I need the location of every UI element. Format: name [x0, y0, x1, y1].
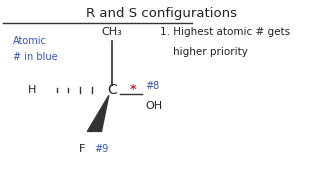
Text: 1. Highest atomic # gets: 1. Highest atomic # gets: [160, 27, 290, 37]
Text: F: F: [78, 144, 85, 154]
Text: CH₃: CH₃: [102, 27, 122, 37]
Polygon shape: [87, 95, 109, 131]
Text: *: *: [130, 83, 136, 96]
Text: #8: #8: [146, 81, 160, 91]
Text: higher priority: higher priority: [173, 47, 248, 57]
Text: H: H: [28, 85, 36, 95]
Text: # in blue: # in blue: [13, 52, 57, 62]
Text: #9: #9: [94, 144, 109, 154]
Text: R and S configurations: R and S configurations: [86, 7, 237, 20]
Text: OH: OH: [146, 101, 163, 111]
Text: Atomic: Atomic: [13, 36, 47, 46]
Text: C: C: [107, 83, 117, 97]
